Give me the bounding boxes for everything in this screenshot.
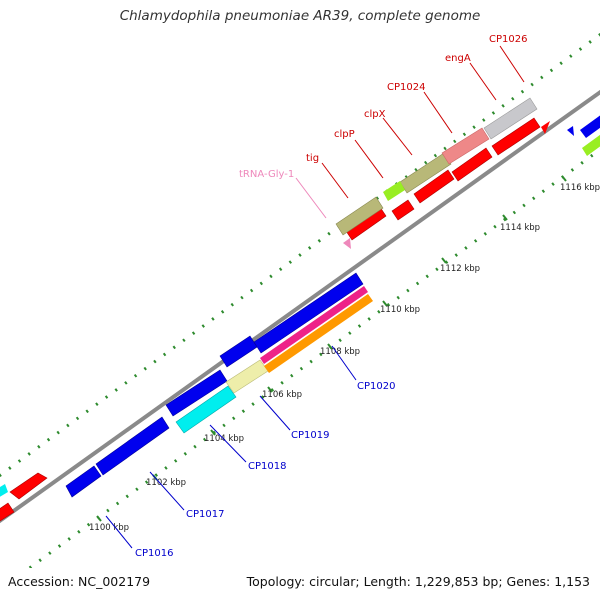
gene-engA[interactable] [491,117,541,156]
tick-label: 1114 kbp [500,223,540,233]
gene-tig-block[interactable] [335,196,384,236]
gene-label-clpP[interactable]: clpP [334,129,355,140]
tick-label: 1102 kbp [146,478,186,488]
gene-CP1016[interactable] [65,465,102,498]
gene-label-trna-gly-1[interactable]: tRNA-Gly-1 [239,169,294,180]
gene-grey-block[interactable] [483,97,538,140]
gene-trna-marker[interactable] [343,238,351,249]
gene-left-edge-2[interactable] [0,502,15,522]
gene-clpP[interactable] [391,199,415,221]
gene-blue-right[interactable] [580,114,600,138]
top-leaders [295,45,525,219]
tick-label: 1116 kbp [560,183,600,193]
gene-label-tig[interactable]: tig [306,153,319,164]
gene-left-edge-1[interactable] [9,472,48,500]
forward-strand-genes [0,117,550,522]
gene-label-CP1016[interactable]: CP1016 [135,548,173,559]
bottom-gene-labels: CP1016 CP1017 CP1018 CP1019 CP1020 [135,381,395,559]
gene-clpX-block[interactable] [399,152,452,194]
gene-label-clpX[interactable]: clpX [364,109,386,120]
bottom-leaders [105,345,357,549]
genome-summary-text: Topology: circular; Length: 1,229,853 bp… [246,574,590,589]
gene-lime-right[interactable] [582,132,600,156]
gene-blue-right-arrow[interactable] [567,126,574,136]
gene-lime-short[interactable] [383,181,405,201]
map-title: Chlamydophila pneumoniae AR39, complete … [119,8,481,24]
accession-text: Accession: NC_002179 [8,574,151,589]
gene-label-CP1019[interactable]: CP1019 [291,430,329,441]
tick-label: 1108 kbp [320,347,360,357]
gene-CP1020-blue[interactable] [253,272,364,354]
gene-cyan-left[interactable] [0,484,8,498]
gene-CP1019-blue[interactable] [219,335,258,368]
gene-CP1020-orange[interactable] [264,294,373,373]
gene-label-CP1020[interactable]: CP1020 [357,381,395,392]
outer-row-genes [335,97,600,236]
gene-CP1017[interactable] [95,416,170,476]
gene-clpX[interactable] [413,169,455,204]
tick-label: 1106 kbp [262,390,302,400]
outer-tick-track [0,32,600,478]
tick-label: 1100 kbp [89,523,129,533]
gene-CP1019-yellow[interactable] [225,359,269,394]
gene-CP1026-arrow[interactable] [541,121,550,134]
gene-CP1020-magenta[interactable] [260,286,368,364]
gene-label-engA[interactable]: engA [445,53,471,64]
gene-CP1024[interactable] [451,147,493,182]
genome-backbone [0,89,600,524]
tick-labels: 1100 kbp 1102 kbp 1104 kbp 1106 kbp 1108… [89,183,600,533]
gene-label-CP1024[interactable]: CP1024 [387,82,425,93]
gene-label-CP1026[interactable]: CP1026 [489,34,527,45]
gene-pink-block[interactable] [441,127,490,165]
inner-tick-track [27,147,600,568]
top-gene-labels: tRNA-Gly-1 tig clpP clpX CP1024 engA CP1… [239,34,527,180]
gene-label-CP1017[interactable]: CP1017 [186,509,224,520]
tick-label: 1110 kbp [380,305,420,315]
reverse-strand-genes [0,272,373,498]
gene-CP1018-cyan[interactable] [175,385,237,434]
tick-label: 1112 kbp [440,264,480,274]
gene-label-CP1018[interactable]: CP1018 [248,461,286,472]
